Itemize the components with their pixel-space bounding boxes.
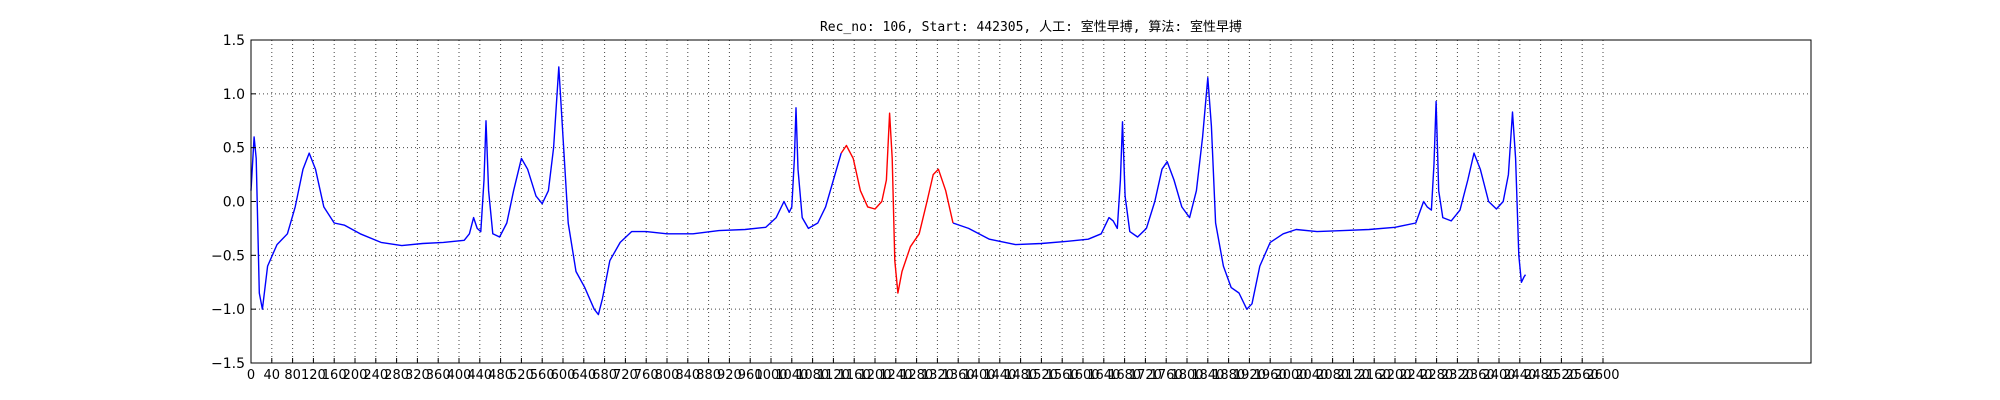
x-tick-label: 1480 xyxy=(1004,368,1037,383)
x-tick-label: 1360 xyxy=(942,368,975,383)
x-tick-label: 600 xyxy=(551,368,576,383)
y-tick-label: 1.0 xyxy=(223,87,245,103)
x-tick-label: 760 xyxy=(634,368,659,383)
x-tick-label: 1040 xyxy=(775,368,808,383)
x-tick-label: 920 xyxy=(717,368,742,383)
x-tick-label: 1200 xyxy=(858,368,891,383)
y-tick-label: −0.5 xyxy=(211,248,245,264)
x-tick-label: 1760 xyxy=(1150,368,1183,383)
ecg-series-line-2 xyxy=(952,76,1527,310)
x-tick-label: 320 xyxy=(405,368,430,383)
x-tick-label: 2480 xyxy=(1524,368,1557,383)
x-tick-label: 2160 xyxy=(1358,368,1391,383)
y-tick-label: 0.0 xyxy=(223,195,245,211)
x-tick-label: 960 xyxy=(738,368,763,383)
y-tick-label: 1.5 xyxy=(223,33,245,49)
x-tick-label: 1520 xyxy=(1025,368,1058,383)
x-tick-label: 2120 xyxy=(1337,368,1370,383)
x-tick-label: 120 xyxy=(301,368,326,383)
grid-layer xyxy=(251,40,1811,363)
x-tick-label: 1440 xyxy=(983,368,1016,383)
x-tick-label: 2240 xyxy=(1399,368,1432,383)
x-tick-label: 2200 xyxy=(1378,368,1411,383)
x-tick-label: 240 xyxy=(363,368,388,383)
y-tick-label: 0.5 xyxy=(223,141,245,157)
x-tick-label: 520 xyxy=(509,368,534,383)
x-tick-label: 2400 xyxy=(1482,368,1515,383)
x-tick-label: 1720 xyxy=(1129,368,1162,383)
x-tick-label: 880 xyxy=(696,368,721,383)
x-tick-label: 200 xyxy=(343,368,368,383)
ecg-series-line-1 xyxy=(840,112,954,294)
x-tick-label: 2280 xyxy=(1420,368,1453,383)
x-tick-label: 1640 xyxy=(1087,368,1120,383)
x-tick-label: 1800 xyxy=(1170,368,1203,383)
x-tick-label: 2040 xyxy=(1295,368,1328,383)
x-tick-label: 80 xyxy=(284,368,301,383)
y-tick-label: −1.5 xyxy=(211,356,245,372)
x-tick-label: 1880 xyxy=(1212,368,1245,383)
x-tick-label: 400 xyxy=(447,368,472,383)
x-tick-label: 1400 xyxy=(962,368,995,383)
x-tick-label: 2520 xyxy=(1545,368,1578,383)
x-tick-label: 1960 xyxy=(1254,368,1287,383)
x-tick-label: 1840 xyxy=(1191,368,1224,383)
x-tick-label: 560 xyxy=(530,368,555,383)
x-tick-label: 1160 xyxy=(838,368,871,383)
x-tick-label: 1680 xyxy=(1108,368,1141,383)
y-tick-label: −1.0 xyxy=(211,302,245,318)
x-tick-label: 1560 xyxy=(1046,368,1079,383)
x-tick-label: 160 xyxy=(322,368,347,383)
x-tick-label: 2320 xyxy=(1441,368,1474,383)
x-tick-label: 1240 xyxy=(879,368,912,383)
x-tick-label: 1320 xyxy=(921,368,954,383)
x-tick-label: 2000 xyxy=(1274,368,1307,383)
x-tick-label: 2560 xyxy=(1566,368,1599,383)
x-tick-label: 2440 xyxy=(1503,368,1536,383)
x-tick-label: 2080 xyxy=(1316,368,1349,383)
x-tick-label: 1000 xyxy=(754,368,787,383)
x-tick-label: 2360 xyxy=(1462,368,1495,383)
x-tick-label: 360 xyxy=(426,368,451,383)
x-axis: 0 40 80 12016020024028032036040044048052056… xyxy=(247,358,1620,383)
x-tick-label: 1920 xyxy=(1233,368,1266,383)
x-tick-label: 640 xyxy=(571,368,596,383)
x-tick-label: 1280 xyxy=(900,368,933,383)
x-tick-label: 480 xyxy=(488,368,513,383)
series-layer xyxy=(250,66,1527,316)
x-tick-label: 1600 xyxy=(1066,368,1099,383)
x-tick-label: 440 xyxy=(467,368,492,383)
x-tick-label: 0 xyxy=(247,368,255,383)
x-tick-label: 1080 xyxy=(796,368,829,383)
x-tick-label: 720 xyxy=(613,368,638,383)
x-tick-label: 680 xyxy=(592,368,617,383)
y-axis: −1.5 −1.0 −0.5 0.0 0.5 1.0 1.5 xyxy=(211,33,256,372)
x-tick-label: 840 xyxy=(675,368,700,383)
chart-title: Rec_no: 106, Start: 442305, 人工: 室性早搏, 算法… xyxy=(820,19,1242,35)
x-tick-label: 1120 xyxy=(817,368,850,383)
ecg-series-line-0 xyxy=(250,66,842,316)
x-tick-label: 280 xyxy=(384,368,409,383)
x-tick-label: 40 xyxy=(264,368,281,383)
x-tick-label: 800 xyxy=(655,368,680,383)
x-tick-label: 2600 xyxy=(1586,368,1619,383)
